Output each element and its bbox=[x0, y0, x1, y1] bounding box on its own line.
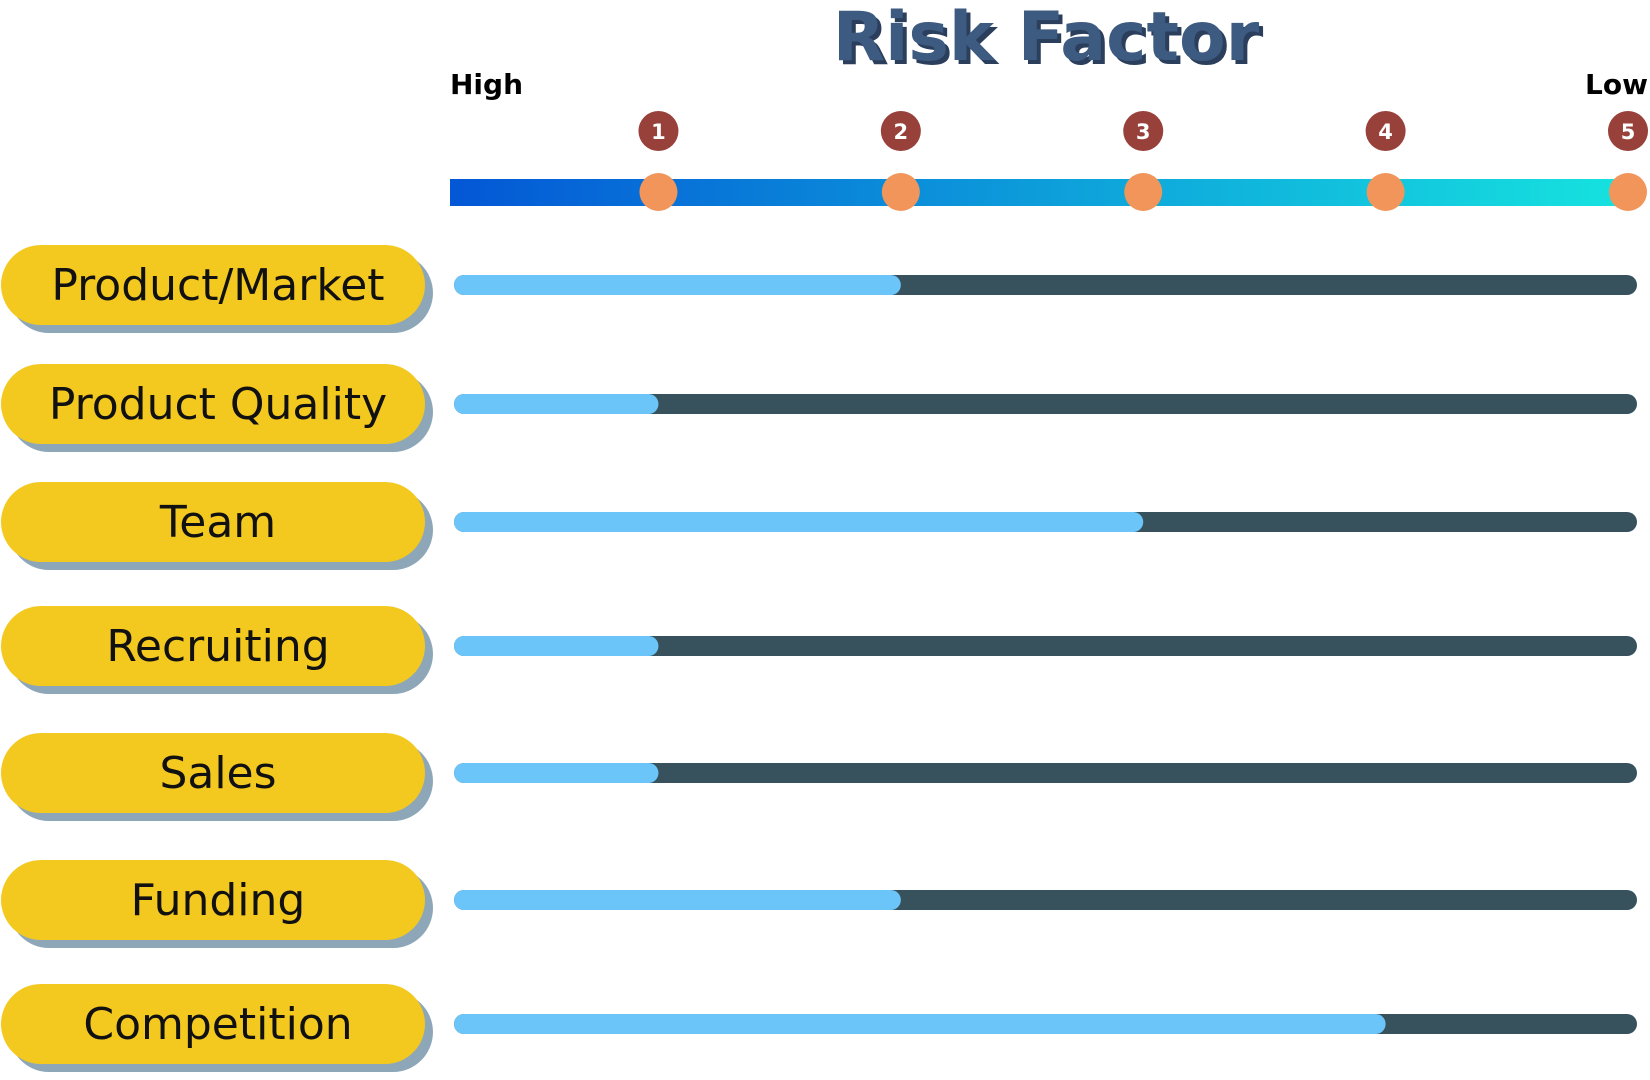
scale-tick-label-1: 1 bbox=[651, 120, 666, 144]
category-pill bbox=[1, 984, 425, 1064]
scale-tick-label-5: 5 bbox=[1621, 120, 1636, 144]
bar-value bbox=[454, 890, 901, 910]
scale-tick-badge-3 bbox=[1123, 111, 1164, 151]
scale-tick-badge-4 bbox=[1365, 111, 1406, 151]
risk-row: Recruiting bbox=[1, 606, 1637, 694]
scale-right-label: Low bbox=[1585, 68, 1648, 101]
bar-track bbox=[454, 763, 1637, 783]
risk-row: Funding bbox=[1, 860, 1637, 948]
scale-tick-dot-5 bbox=[1609, 173, 1647, 211]
risk-row: Product/Market bbox=[1, 245, 1637, 333]
risk-row: Competition bbox=[1, 984, 1637, 1072]
category-label: Product Quality bbox=[49, 379, 387, 430]
category-label: Product/Market bbox=[51, 260, 384, 311]
bar-value bbox=[454, 636, 659, 656]
risk-row: Product Quality bbox=[1, 364, 1637, 452]
scale-tick-label-3: 3 bbox=[1136, 120, 1151, 144]
bar-value bbox=[454, 763, 659, 783]
scale-tick-badge-2 bbox=[880, 111, 921, 151]
category-pill bbox=[1, 364, 425, 444]
bar-value bbox=[454, 512, 1144, 532]
category-pill bbox=[1, 482, 425, 562]
category-pill bbox=[1, 733, 425, 813]
category-label: Competition bbox=[83, 999, 352, 1050]
bar-value bbox=[454, 394, 659, 414]
chart-title: Risk Factor bbox=[833, 0, 1260, 77]
category-label: Sales bbox=[159, 748, 276, 799]
bar-track bbox=[454, 394, 1637, 414]
category-label: Funding bbox=[131, 875, 306, 926]
scale-tick-dot-1 bbox=[639, 173, 678, 211]
scale-left-label: High bbox=[450, 68, 523, 101]
category-pill bbox=[1, 606, 425, 686]
scale-tick-dot-3 bbox=[1124, 173, 1163, 211]
category-label: Recruiting bbox=[106, 621, 329, 672]
risk-rows: Product/Market Product Quality Team Recruit… bbox=[1, 245, 1637, 1072]
scale-tick-label-4: 4 bbox=[1378, 120, 1393, 144]
scale-gradient-bar bbox=[450, 179, 1628, 206]
bar-value bbox=[454, 1014, 1386, 1034]
scale-tick-label-2: 2 bbox=[894, 120, 909, 144]
bar-track bbox=[454, 636, 1637, 656]
chart-title-shadow: Risk Factor bbox=[837, 2, 1264, 81]
bar-value bbox=[454, 275, 901, 295]
scale-tick-badge-1 bbox=[638, 111, 679, 151]
scale-tick-dot-4 bbox=[1366, 173, 1405, 211]
category-pill bbox=[1, 860, 425, 940]
scale-ticks: 1 2 3 4 5 bbox=[638, 111, 1648, 211]
category-label: Team bbox=[159, 497, 276, 548]
risk-row: Sales bbox=[1, 733, 1637, 821]
risk-row: Team bbox=[1, 482, 1637, 570]
category-pill bbox=[1, 245, 425, 325]
scale-tick-badge-5 bbox=[1608, 111, 1648, 151]
scale-tick-dot-2 bbox=[881, 173, 920, 211]
